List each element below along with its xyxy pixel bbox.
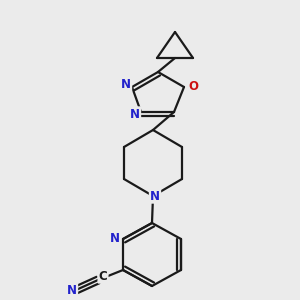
Text: N: N <box>130 107 140 121</box>
Text: N: N <box>150 190 160 202</box>
Text: N: N <box>67 284 77 298</box>
Text: N: N <box>121 79 131 92</box>
Text: C: C <box>99 269 107 283</box>
Text: O: O <box>188 80 198 94</box>
Text: N: N <box>110 232 120 245</box>
